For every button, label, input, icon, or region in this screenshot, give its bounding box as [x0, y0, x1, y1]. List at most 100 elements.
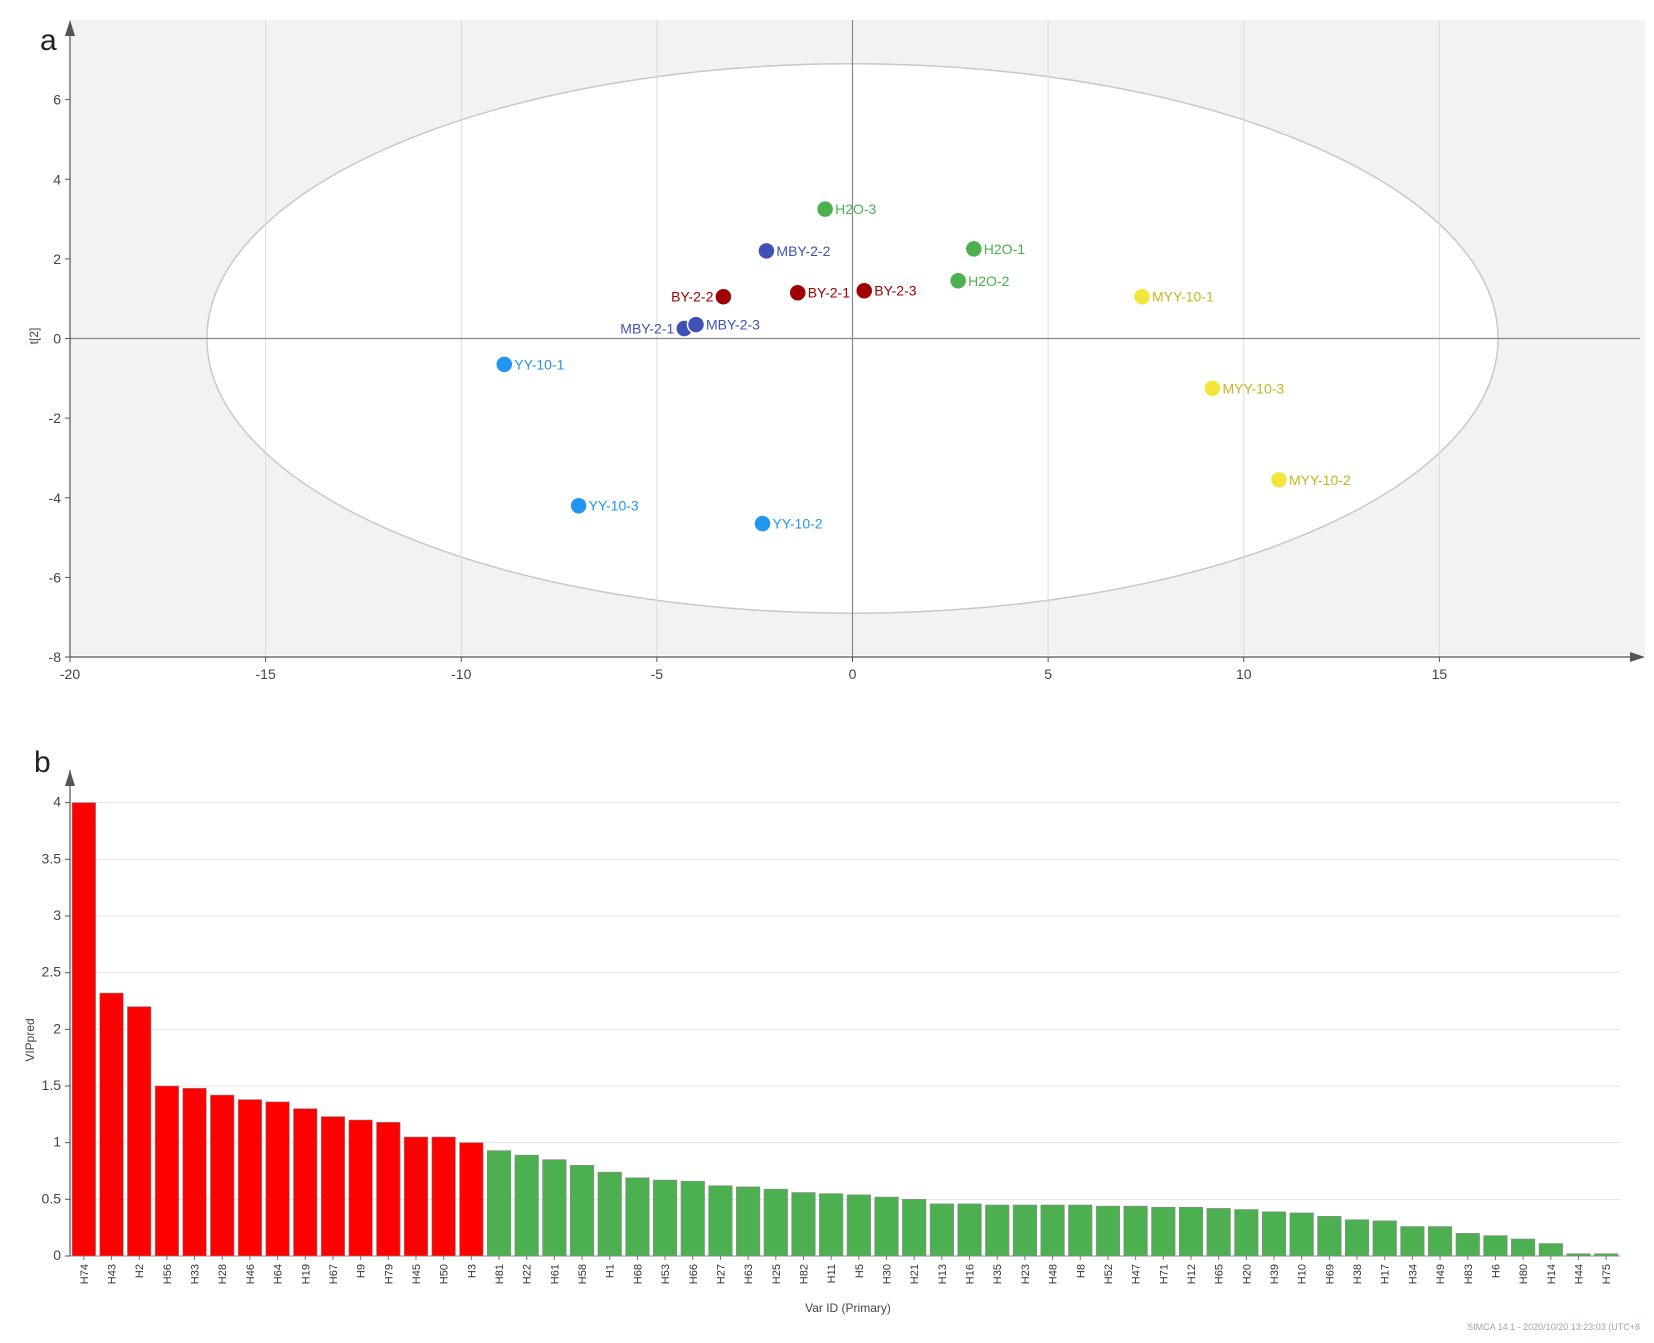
vip-bar — [791, 1192, 816, 1257]
y-tick-label: 0.5 — [42, 1190, 62, 1206]
y-tick-label: -4 — [49, 490, 62, 506]
vip-bar — [1123, 1205, 1148, 1257]
vip-bar — [625, 1177, 650, 1257]
vip-bar — [1483, 1235, 1508, 1257]
category-label: H83 — [1463, 1264, 1475, 1284]
vip-bar — [542, 1159, 567, 1257]
category-label: H35 — [992, 1264, 1004, 1284]
category-label: H38 — [1352, 1264, 1364, 1284]
category-label: H61 — [549, 1264, 561, 1284]
x-tick-label: -15 — [256, 666, 276, 682]
vip-bar — [99, 992, 124, 1257]
data-point — [714, 287, 733, 306]
category-label: H56 — [162, 1264, 174, 1284]
vip-bar — [597, 1171, 622, 1257]
vip-bar — [708, 1185, 733, 1257]
vip-bar — [1095, 1205, 1121, 1257]
category-label: H1 — [605, 1264, 617, 1278]
data-point — [788, 283, 807, 302]
category-label: H67 — [328, 1264, 340, 1284]
vip-bar — [293, 1108, 318, 1257]
vip-bar — [71, 802, 96, 1257]
category-label: H3 — [466, 1264, 478, 1278]
category-label: H74 — [79, 1264, 91, 1284]
category-label: H39 — [1269, 1264, 1281, 1284]
y-tick-label: 4 — [53, 794, 61, 810]
data-point — [815, 199, 835, 219]
data-point-label: MBY-2-3 — [706, 317, 760, 333]
vip-bar — [265, 1101, 290, 1257]
y-tick-label: 1.5 — [42, 1077, 62, 1093]
data-point — [753, 514, 772, 533]
vip-bar — [1344, 1219, 1370, 1257]
vip-bar — [486, 1150, 512, 1257]
vip-bars — [71, 802, 1619, 1257]
category-label: H19 — [300, 1264, 312, 1284]
data-point-label: H2O-1 — [984, 241, 1025, 257]
vip-bar — [1428, 1226, 1453, 1257]
vip-bar — [1400, 1226, 1425, 1257]
category-label: H10 — [1297, 1264, 1309, 1284]
vip-bar — [680, 1180, 705, 1257]
data-point-label: H2O-3 — [835, 201, 876, 217]
vip-bar — [736, 1186, 761, 1257]
vip-bar — [1261, 1211, 1287, 1257]
category-label: H45 — [411, 1264, 423, 1284]
data-point-label: H2O-2 — [968, 273, 1009, 289]
y-axis-title-b: VIPpred — [23, 1018, 37, 1061]
y-axis-arrow — [65, 20, 75, 36]
category-label: H53 — [660, 1264, 672, 1284]
vip-bar — [459, 1142, 484, 1257]
y-tick-label: 2 — [53, 1020, 61, 1036]
category-label: H14 — [1546, 1264, 1558, 1284]
vip-bar — [985, 1204, 1010, 1257]
vip-bar — [846, 1194, 871, 1257]
category-label: H47 — [1131, 1264, 1143, 1284]
category-label: H68 — [632, 1264, 644, 1284]
category-label: H21 — [909, 1264, 921, 1284]
y-tick-label: 3 — [53, 907, 61, 923]
vip-bar — [902, 1199, 927, 1257]
data-point — [1132, 287, 1152, 306]
y-axis-arrow-b — [65, 770, 75, 786]
data-point-label: MBY-2-1 — [620, 321, 674, 337]
data-point — [495, 355, 514, 374]
category-label: H49 — [1435, 1264, 1447, 1284]
category-label: H44 — [1573, 1264, 1585, 1284]
x-tick-label: -10 — [451, 666, 471, 682]
category-label: H30 — [882, 1264, 894, 1284]
vip-bar — [1372, 1220, 1397, 1257]
category-label: H9 — [356, 1264, 368, 1278]
data-point — [1269, 470, 1289, 490]
vip-bar — [154, 1085, 179, 1257]
category-label: H75 — [1601, 1264, 1613, 1284]
vip-bar — [1289, 1212, 1314, 1257]
vip-bar — [514, 1154, 539, 1257]
data-point-label: BY-2-1 — [808, 285, 851, 301]
y-tick-label: -2 — [49, 410, 62, 426]
vip-bar — [653, 1179, 678, 1257]
vip-bar — [237, 1099, 262, 1257]
category-label: H23 — [1020, 1264, 1032, 1284]
vip-bar — [1566, 1253, 1591, 1257]
vip-bar — [182, 1087, 207, 1257]
category-label: H69 — [1324, 1264, 1336, 1284]
category-label: H17 — [1380, 1264, 1392, 1284]
vip-bar — [1455, 1233, 1480, 1257]
x-tick-label: 15 — [1432, 666, 1448, 682]
vip-bar — [348, 1119, 373, 1257]
vip-bar — [1012, 1204, 1037, 1257]
category-label: H50 — [439, 1264, 451, 1284]
x-tick-label: 0 — [849, 666, 857, 682]
category-label: H82 — [798, 1264, 810, 1284]
vip-bar — [1511, 1238, 1536, 1257]
y-axis-title-a: t[2] — [27, 328, 41, 345]
x-tick-label: -5 — [651, 666, 664, 682]
category-label: H52 — [1103, 1264, 1115, 1284]
y-tick-label: 1 — [53, 1134, 61, 1150]
category-label: H28 — [217, 1264, 229, 1284]
data-point — [1203, 379, 1222, 398]
